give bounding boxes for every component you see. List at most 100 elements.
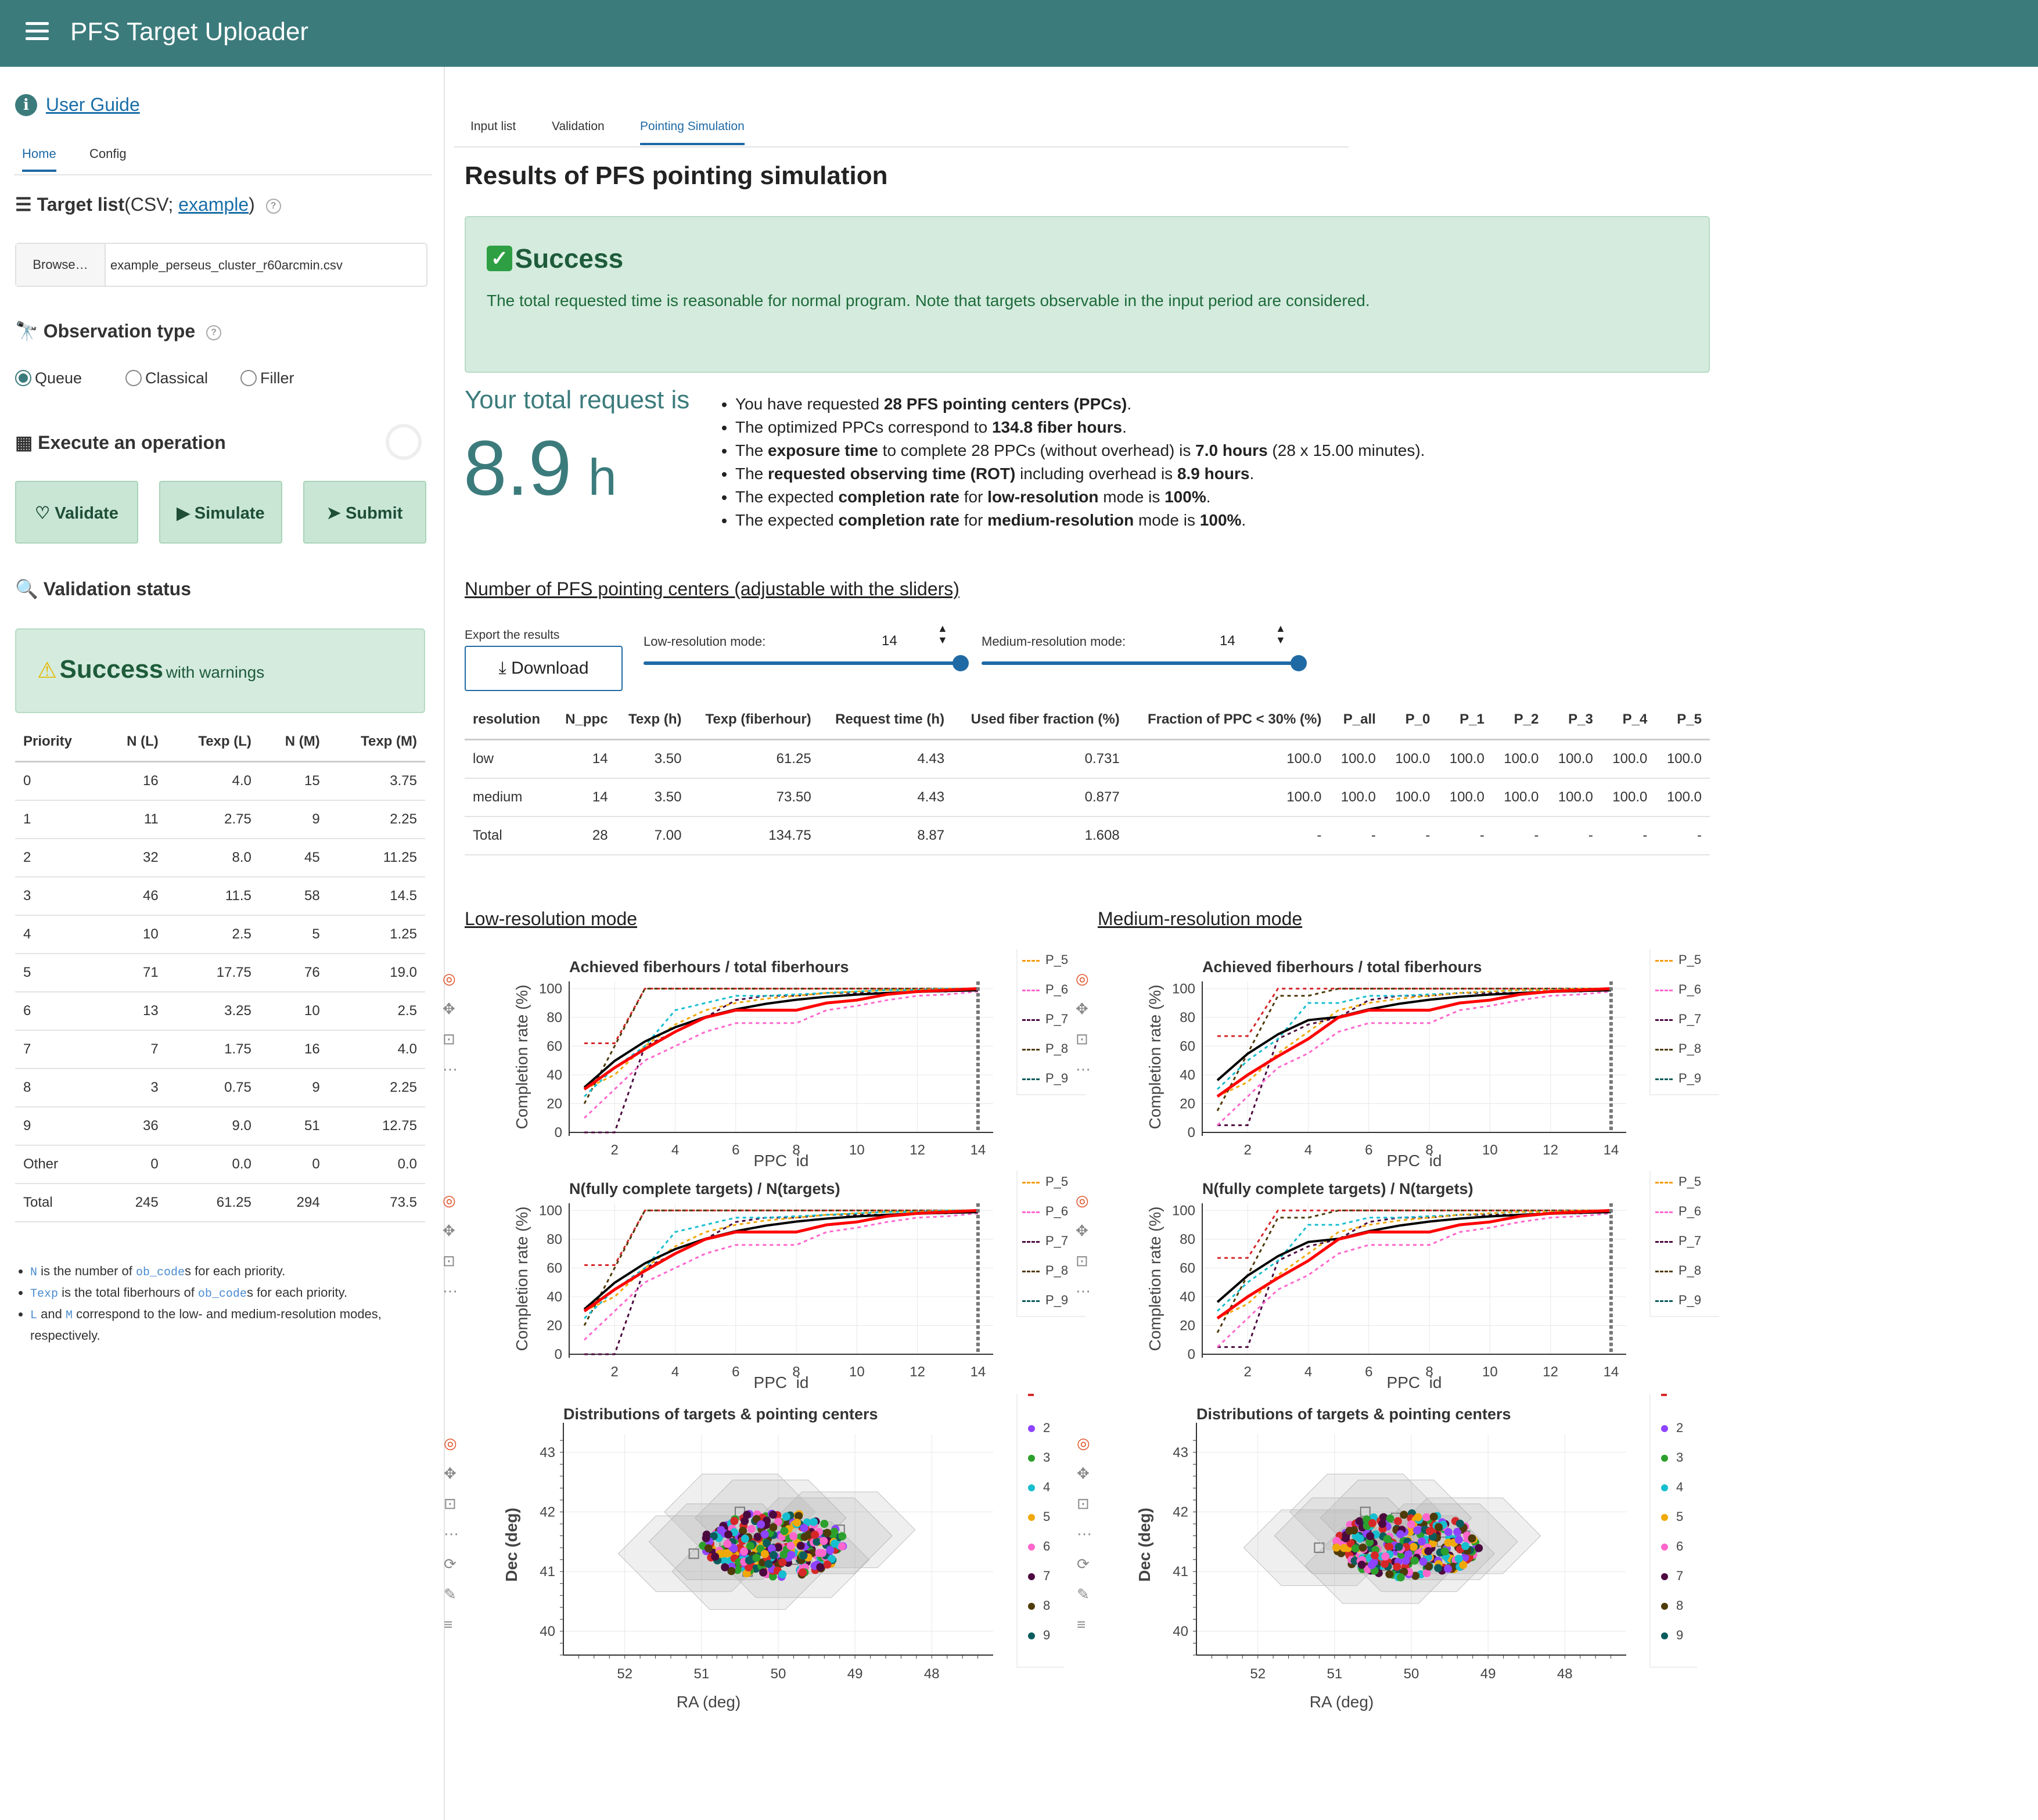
completion-rate-chart[interactable]: 2 4 6 8 10 12 14 0 20 40 60 80 100 PPC_id Completion r… [1092,1180,1649,1389]
legend-item[interactable]: 7 [1028,1569,1050,1584]
legend-item[interactable]: P_5 [1655,1174,1701,1189]
target-distribution-chart[interactable]: 52 51 50 49 48 40 41 42 43 RA (deg) Dec (deg) Distr… [459,1400,1016,1725]
legend-item[interactable]: 6 [1661,1539,1683,1554]
legend-item[interactable]: P_7 [1022,1012,1068,1027]
more-icon[interactable]: ⋯ [443,1282,458,1300]
pan-icon[interactable]: ✥ [444,1465,457,1482]
example-link[interactable]: example [178,194,249,215]
reset-icon[interactable]: ⟳ [1077,1555,1090,1573]
legend-item[interactable]: P_6 [1022,982,1068,997]
box-zoom-icon[interactable]: ⊡ [443,1252,455,1269]
tab-pointing-simulation[interactable]: Pointing Simulation [640,120,745,145]
main-tabs: Input list Validation Pointing Simulatio… [454,0,1714,149]
legend-item[interactable]: 5 [1661,1509,1683,1524]
med-spinner-arrows[interactable]: ▲ ▼ [1275,623,1286,646]
legend-item[interactable]: P_7 [1022,1233,1068,1249]
help-icon[interactable]: ? [206,325,222,340]
legend-item[interactable]: P_6 [1022,1204,1068,1219]
med-slider-track[interactable] [982,661,1300,665]
legend-item[interactable]: P_6 [1655,982,1701,997]
radio-filler[interactable]: Filler [240,369,294,387]
low-slider-track[interactable] [644,661,962,665]
box-zoom-icon[interactable]: ⊡ [1076,1252,1088,1269]
low-slider-handle[interactable] [952,655,969,671]
low-spinner-arrows[interactable]: ▲ ▼ [937,623,948,646]
med-slider-value[interactable]: 14 [1220,633,1235,649]
legend[interactable] [1649,1171,1719,1317]
legend-item[interactable]: P_9 [1022,1071,1068,1086]
legend-item[interactable]: P_8 [1655,1041,1701,1056]
hover-icon[interactable]: ≡ [444,1616,453,1633]
submit-button[interactable]: ➤ Submit [303,481,426,544]
pan-icon[interactable]: ✥ [1077,1465,1090,1482]
legend-item[interactable]: P_9 [1022,1293,1068,1308]
help-icon[interactable]: ? [265,198,281,214]
box-zoom-icon[interactable]: ⊡ [1076,1030,1088,1048]
more-icon[interactable]: ⋯ [443,1060,458,1078]
legend-item[interactable]: 5 [1028,1509,1050,1524]
validate-button[interactable]: ♡ Validate [15,481,138,544]
user-guide-link[interactable]: User Guide [45,94,140,116]
pan-icon[interactable]: ✥ [1076,1000,1088,1017]
legend-item[interactable]: P_9 [1655,1293,1701,1308]
file-input[interactable]: Browse… example_perseus_cluster_r60arcmi… [15,243,427,287]
box-zoom-icon[interactable]: ⊡ [1077,1495,1090,1512]
target-distribution-chart[interactable]: 52 51 50 49 48 40 41 42 43 RA (deg) Dec (deg) Distr… [1092,1400,1649,1725]
legend-item[interactable]: 3 [1028,1450,1050,1465]
download-button[interactable]: ⤓ Download [465,646,623,691]
med-slider-handle[interactable] [1291,655,1307,671]
tab-input-list[interactable]: Input list [470,120,516,133]
legend-item[interactable]: 3 [1661,1450,1683,1465]
legend-item[interactable]: P_7 [1655,1012,1701,1027]
simulate-button[interactable]: ▶ Simulate [159,481,282,544]
legend-item[interactable]: 8 [1661,1598,1683,1613]
legend-item[interactable]: 4 [1028,1480,1050,1495]
legend[interactable] [1016,949,1086,1095]
browse-button[interactable]: Browse… [16,244,106,286]
legend-item[interactable]: P_8 [1022,1263,1068,1278]
legend-item[interactable]: P_8 [1655,1263,1701,1278]
pan-icon[interactable]: ✥ [1076,1222,1088,1239]
more-icon[interactable]: ⋯ [1076,1282,1091,1300]
legend-item[interactable]: P_8 [1022,1041,1068,1056]
box-zoom-icon[interactable]: ⊡ [443,1030,455,1048]
hover-icon[interactable]: ≡ [1077,1616,1086,1633]
low-slider-value[interactable]: 14 [882,633,897,649]
box-zoom-icon[interactable]: ⊡ [444,1495,457,1512]
legend-item[interactable]: 2 [1661,1420,1683,1436]
save-icon[interactable]: ✎ [444,1585,457,1603]
radio-classical[interactable]: Classical [125,369,208,387]
legend-item[interactable]: 6 [1028,1539,1050,1554]
save-icon[interactable]: ✎ [1077,1585,1090,1603]
legend-item[interactable]: P_5 [1022,952,1068,967]
completion-rate-chart[interactable]: 2 4 6 8 10 12 14 0 20 40 60 80 100 PPC_id Completion r… [459,958,1016,1167]
tab-home[interactable]: Home [22,146,56,172]
legend-item[interactable]: P_5 [1655,952,1701,967]
legend[interactable] [1016,1171,1086,1317]
legend[interactable] [1649,949,1719,1095]
more-icon[interactable]: ⋯ [1077,1525,1092,1542]
tab-validation[interactable]: Validation [552,120,605,133]
completion-rate-chart[interactable]: 2 4 6 8 10 12 14 0 20 40 60 80 100 PPC_id Completion r… [459,1180,1016,1389]
legend-item[interactable]: 4 [1661,1480,1683,1495]
reset-icon[interactable]: ⟳ [444,1555,457,1573]
tab-config[interactable]: Config [89,146,127,161]
completion-rate-chart[interactable]: 2 4 6 8 10 12 14 0 20 40 60 80 100 PPC_id Completion r… [1092,958,1649,1167]
legend-item[interactable]: P_9 [1655,1071,1701,1086]
legend[interactable] [1016,1394,1064,1668]
legend-item[interactable]: 8 [1028,1598,1050,1613]
pan-icon[interactable]: ✥ [443,1000,455,1017]
legend-item[interactable]: P_5 [1022,1174,1068,1189]
legend-item[interactable]: 9 [1028,1628,1050,1643]
more-icon[interactable]: ⋯ [444,1525,459,1542]
radio-queue[interactable]: Queue [15,369,82,387]
legend-item[interactable]: 2 [1028,1420,1050,1436]
more-icon[interactable]: ⋯ [1076,1060,1091,1078]
legend-item[interactable]: 7 [1661,1569,1683,1584]
menu-icon[interactable] [26,22,49,45]
pan-icon[interactable]: ✥ [443,1222,455,1239]
legend-item[interactable]: 9 [1661,1628,1683,1643]
legend-item[interactable]: P_6 [1655,1204,1701,1219]
legend[interactable] [1649,1394,1697,1668]
legend-item[interactable]: P_7 [1655,1233,1701,1249]
